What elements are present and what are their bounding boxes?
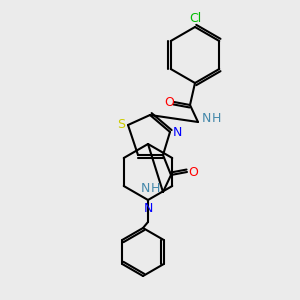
Text: O: O <box>164 95 174 109</box>
Text: N: N <box>172 125 182 139</box>
Text: N: N <box>201 112 211 125</box>
Text: S: S <box>117 118 125 131</box>
Text: Cl: Cl <box>189 11 201 25</box>
Text: H: H <box>211 112 221 125</box>
Text: H: H <box>150 182 160 196</box>
Text: O: O <box>188 166 198 178</box>
Text: N: N <box>143 202 153 214</box>
Text: N: N <box>140 182 150 196</box>
